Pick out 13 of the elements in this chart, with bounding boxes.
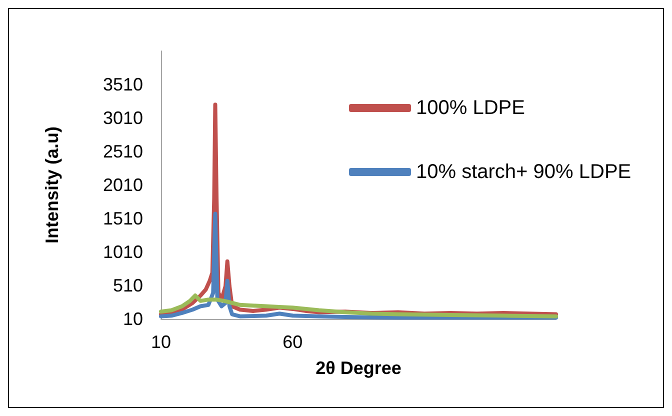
legend-label: 10% starch+ 90% LDPE bbox=[416, 161, 632, 183]
x-tick-label: 60 bbox=[282, 332, 303, 352]
y-tick-label: 1010 bbox=[102, 242, 143, 262]
y-axis-title: Intensity (a.u) bbox=[42, 126, 62, 244]
legend-label: 100% LDPE bbox=[416, 97, 525, 119]
y-tick-label: 2510 bbox=[102, 142, 143, 162]
y-tick-label: 3510 bbox=[102, 74, 143, 94]
x-axis-title: 2θ Degree bbox=[316, 358, 402, 378]
y-tick-label: 2010 bbox=[102, 175, 143, 195]
y-tick-label: 10 bbox=[122, 309, 143, 329]
y-tick-label: 510 bbox=[112, 276, 143, 296]
y-tick-label: 1510 bbox=[102, 208, 143, 228]
y-tick-label: 3010 bbox=[102, 108, 143, 128]
